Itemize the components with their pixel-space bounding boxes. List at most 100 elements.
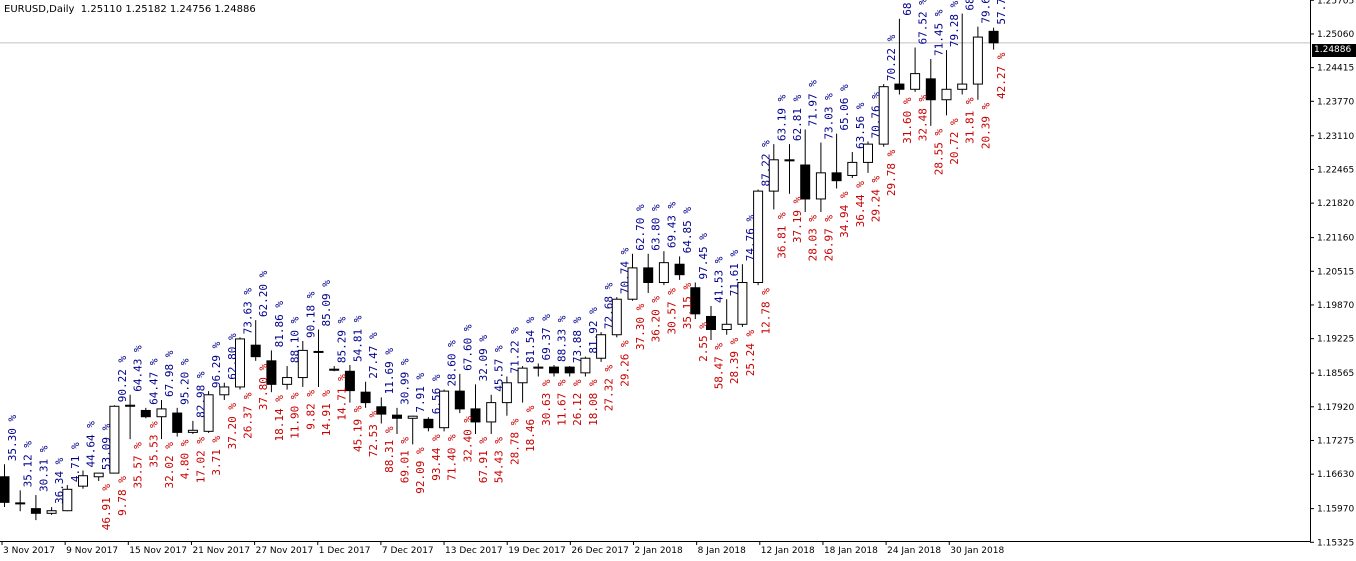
bear-candle-body bbox=[376, 406, 387, 415]
down-percent-label: 26.12 % bbox=[571, 379, 584, 426]
down-percent-label: 28.39 % bbox=[728, 337, 741, 384]
down-percent-label: 29.78 % bbox=[885, 149, 898, 196]
price-tick-label: 1.25060 bbox=[1317, 30, 1354, 40]
price-tick-label: 1.20515 bbox=[1317, 267, 1354, 277]
bull-candle-body bbox=[658, 262, 669, 284]
up-percent-label: 41.53 % bbox=[713, 256, 726, 303]
candle bbox=[187, 420, 198, 434]
bull-candle-body bbox=[910, 73, 921, 90]
bull-candle-body bbox=[957, 83, 968, 90]
bull-candle-body bbox=[235, 338, 245, 388]
candle bbox=[658, 251, 669, 286]
candle bbox=[941, 50, 952, 116]
price-tick-label: 1.23110 bbox=[1317, 132, 1354, 142]
up-percent-label: 70.76 % bbox=[870, 92, 883, 139]
time-tick-label: 2 Jan 2018 bbox=[635, 546, 683, 556]
bull-candle-body bbox=[439, 390, 450, 429]
bull-candle-body bbox=[533, 366, 544, 369]
time-tick-label: 15 Nov 2017 bbox=[129, 546, 187, 556]
bull-candle-body bbox=[941, 88, 952, 101]
time-tick-label: 30 Jan 2018 bbox=[950, 546, 1004, 556]
price-tick-label: 1.15325 bbox=[1317, 538, 1354, 548]
bull-candle-body bbox=[297, 349, 308, 379]
up-percent-label: 85.09 % bbox=[320, 280, 333, 327]
bear-candle-body bbox=[674, 263, 685, 276]
up-percent-label: 4.71 % bbox=[69, 442, 82, 482]
price-tick-label: 1.15970 bbox=[1317, 505, 1354, 515]
down-percent-label: 14.91 % bbox=[320, 390, 333, 437]
bull-candle-body bbox=[721, 323, 732, 331]
bear-candle-body bbox=[454, 390, 465, 410]
candle bbox=[611, 297, 622, 338]
bear-candle-body bbox=[140, 409, 151, 418]
down-percent-label: 34.94 % bbox=[838, 191, 851, 238]
bull-candle-body bbox=[847, 161, 858, 176]
down-percent-label: 26.37 % bbox=[242, 392, 255, 439]
candle bbox=[439, 389, 450, 432]
up-percent-label: 7.91 % bbox=[414, 373, 427, 413]
up-percent-label: 27.47 % bbox=[367, 332, 380, 379]
down-percent-label: 42.27 % bbox=[995, 52, 1008, 99]
up-percent-label: 79.28 % bbox=[948, 0, 961, 47]
bull-candle-body bbox=[407, 415, 418, 419]
candle bbox=[46, 507, 57, 515]
bear-candle-body bbox=[250, 344, 261, 358]
time-tick-label: 3 Nov 2017 bbox=[3, 546, 55, 556]
bull-candle-body bbox=[93, 472, 104, 478]
down-percent-label: 30.63 % bbox=[540, 379, 553, 426]
down-percent-label: 67.91 % bbox=[477, 437, 490, 484]
candle bbox=[957, 13, 968, 95]
down-percent-label: 32.02 % bbox=[163, 442, 176, 489]
candle bbox=[784, 144, 795, 194]
up-percent-label: 65.06 % bbox=[838, 84, 851, 131]
up-percent-label: 35.30 % bbox=[6, 415, 19, 462]
down-percent-label: 93.44 % bbox=[430, 434, 443, 481]
bull-candle-body bbox=[109, 405, 120, 474]
down-percent-label: 12.78 % bbox=[760, 288, 773, 335]
down-percent-label: 71.40 % bbox=[446, 434, 459, 481]
bull-candle-body bbox=[596, 334, 607, 359]
candle bbox=[297, 340, 308, 387]
price-tick-label: 1.19225 bbox=[1317, 335, 1354, 345]
down-percent-label: 72.53 % bbox=[367, 410, 380, 457]
up-percent-label: 90.18 % bbox=[304, 291, 317, 338]
time-tick-label: 26 Dec 2017 bbox=[571, 546, 629, 556]
bull-candle-body bbox=[863, 143, 873, 163]
down-percent-label: 28.78 % bbox=[508, 418, 521, 465]
bull-candle-body bbox=[501, 382, 512, 404]
candle bbox=[517, 366, 528, 403]
down-percent-label: 3.71 % bbox=[210, 436, 223, 476]
candle bbox=[501, 376, 512, 416]
up-percent-label: 11.69 % bbox=[383, 348, 396, 395]
bear-candle-body bbox=[329, 368, 340, 371]
time-tick-label: 7 Dec 2017 bbox=[382, 546, 434, 556]
down-percent-label: 37.19 % bbox=[791, 196, 804, 243]
up-percent-label: 30.99 % bbox=[399, 358, 412, 405]
up-percent-label: 70.22 % bbox=[885, 34, 898, 81]
candle bbox=[62, 485, 73, 512]
down-percent-label: 45.19 % bbox=[351, 405, 364, 452]
bull-candle-body bbox=[815, 172, 826, 200]
down-percent-label: 28.55 % bbox=[932, 128, 945, 175]
candle bbox=[203, 391, 214, 433]
candle bbox=[737, 264, 748, 327]
down-percent-label: 18.14 % bbox=[273, 395, 286, 442]
up-percent-label: 71.97 % bbox=[807, 80, 820, 127]
bull-candle-body bbox=[15, 502, 26, 505]
down-percent-label: 29.26 % bbox=[618, 340, 631, 387]
down-percent-label: 26.97 % bbox=[822, 215, 835, 262]
candle bbox=[706, 306, 716, 340]
down-percent-label: 36.20 % bbox=[650, 296, 663, 343]
candle bbox=[407, 415, 418, 445]
bull-candle-body bbox=[156, 408, 167, 418]
up-percent-label: 28.60 % bbox=[446, 340, 459, 387]
bear-candle-body bbox=[549, 366, 559, 374]
candle bbox=[690, 282, 701, 320]
bear-candle-body bbox=[423, 418, 434, 429]
time-tick-label: 24 Jan 2018 bbox=[887, 546, 941, 556]
down-percent-label: 37.30 % bbox=[634, 303, 647, 350]
bull-candle-body bbox=[580, 357, 591, 374]
candle bbox=[30, 495, 41, 521]
